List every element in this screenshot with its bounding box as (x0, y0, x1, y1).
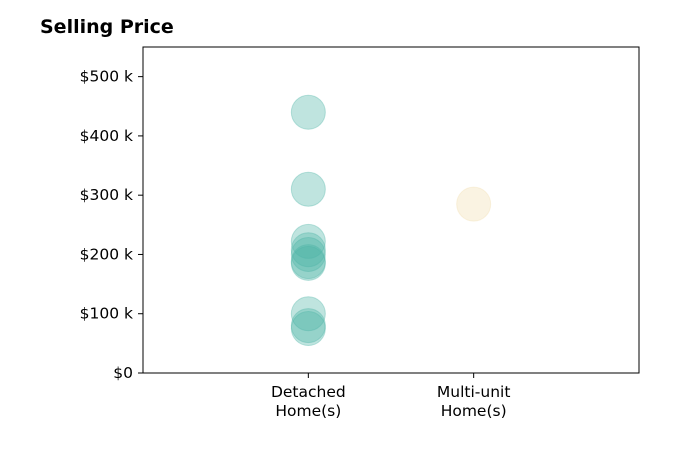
y-tick-label: $400 k (80, 127, 133, 145)
y-tick-label: $500 k (80, 68, 133, 86)
scatter-point (290, 223, 326, 259)
scatter-point (290, 296, 326, 332)
scatter-point (290, 245, 326, 281)
y-tick-label: $100 k (80, 305, 133, 323)
y-tick-label: $0 (113, 364, 133, 382)
plot-frame (142, 46, 640, 374)
data-points (290, 94, 492, 347)
x-tick-label: Detached Home(s) (271, 383, 346, 420)
scatter-point (290, 236, 326, 272)
x-tick-label-line: Detached (271, 383, 346, 401)
x-axis: Detached Home(s)Multi-unit Home(s) (271, 373, 510, 420)
scatter-point (290, 244, 326, 280)
chart-title: Selling Price (40, 16, 174, 38)
scatter-point (456, 186, 492, 222)
x-tick-label-line: Home(s) (441, 402, 507, 420)
x-tick-label-line: Home(s) (275, 402, 341, 420)
scatter-point (290, 308, 326, 344)
y-tick-label: $300 k (80, 186, 133, 204)
y-tick-label: $200 k (80, 245, 133, 263)
scatter-point (290, 232, 326, 268)
scatter-point (290, 171, 326, 207)
x-tick-label: Multi-unit Home(s) (437, 383, 511, 420)
x-tick-label-line: Multi-unit (437, 383, 511, 401)
y-axis: $0 $100 k $200 k $300 k $400 k $500 k (80, 68, 143, 382)
scatter-point (290, 311, 326, 347)
scatter-point (290, 94, 326, 130)
